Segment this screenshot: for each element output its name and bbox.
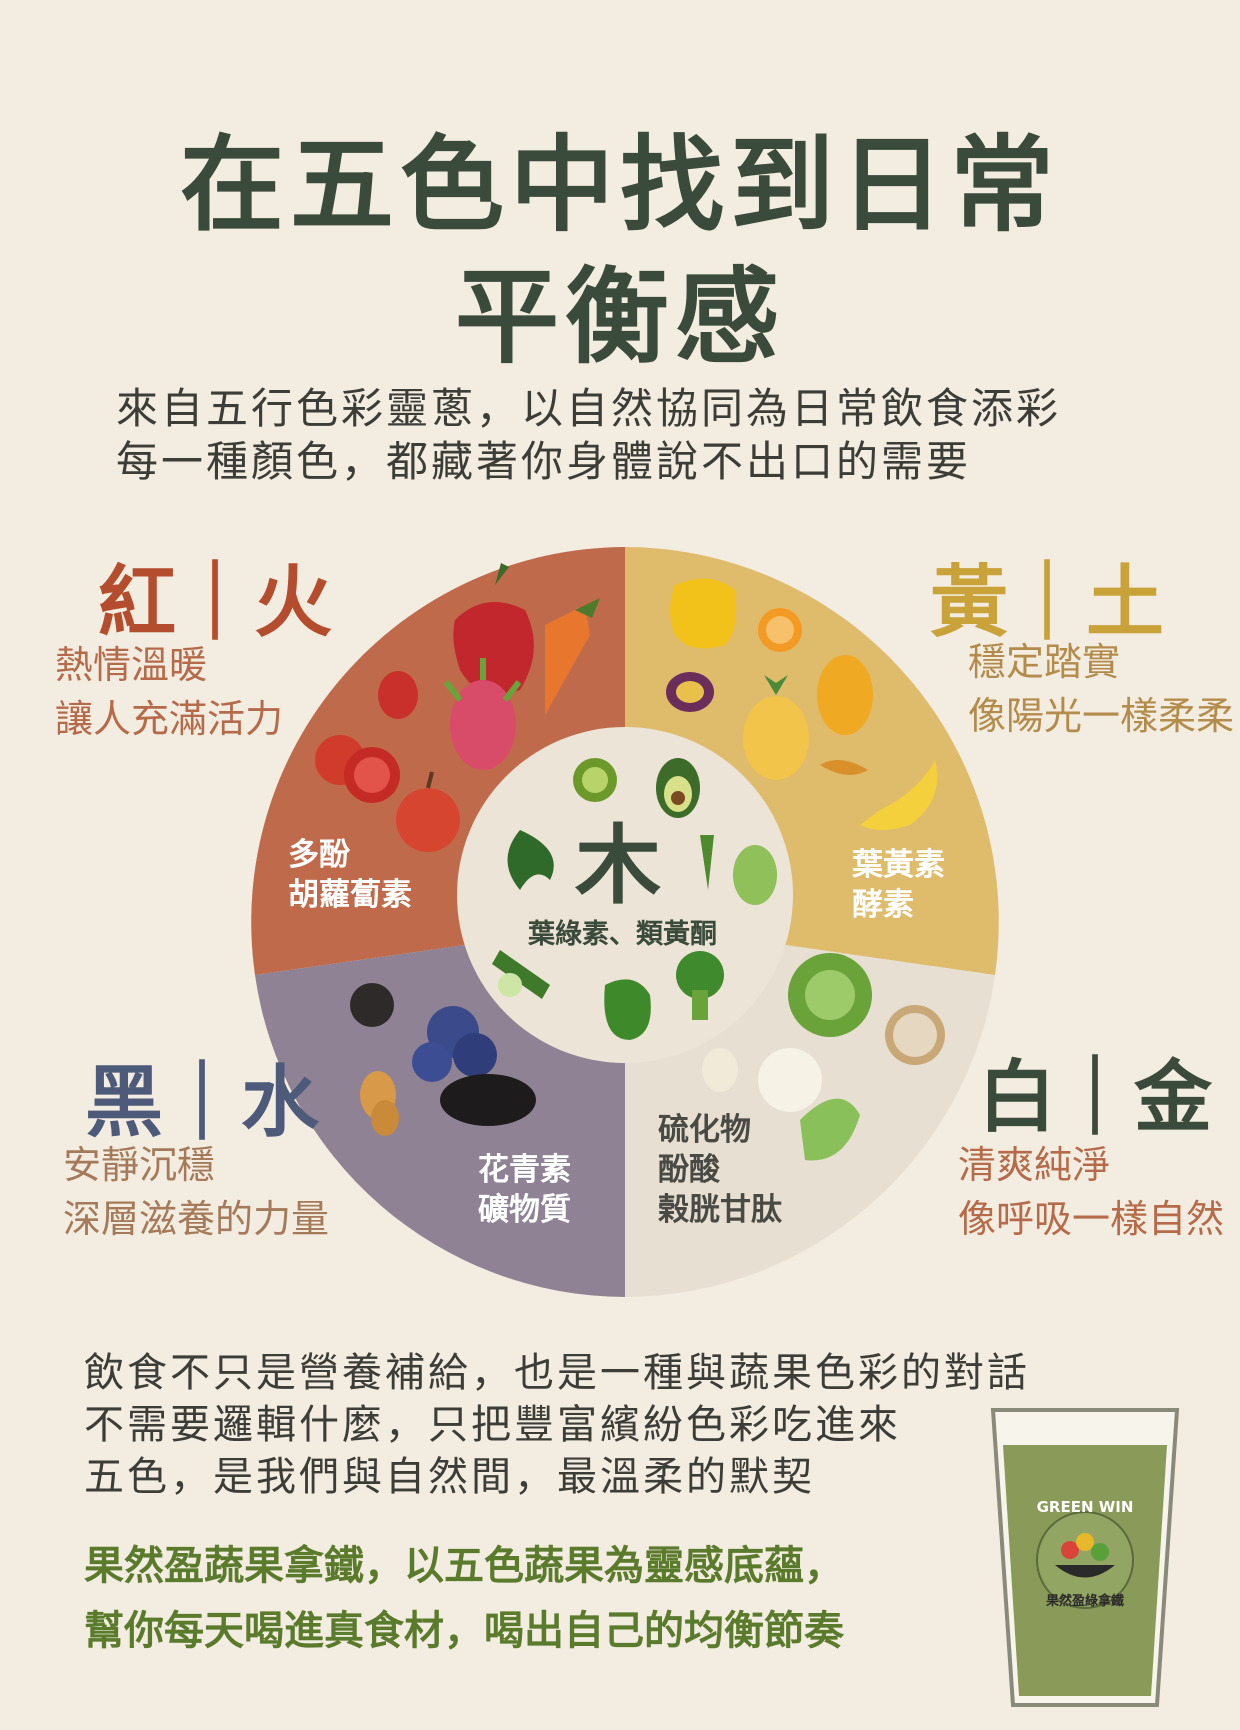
green-nutrients-label: 葉綠素、類黃酮: [528, 919, 717, 950]
promo-line2: 幫你每天喝進真食材，喝出自己的均衡節奏: [84, 1608, 844, 1654]
yellow-earth-description: 穩定踏實 像陽光一樣柔柔: [968, 640, 1235, 738]
intro-line1: 來自五行色彩靈蔥，以自然協同為日常飲食添彩: [116, 384, 1062, 433]
intro-line2: 每一種顏色，都藏著你身體說不出口的需要: [116, 437, 972, 486]
closing-line3: 五色，是我們與自然間，最溫柔的默契: [84, 1454, 815, 1500]
green-latte-cup-illustration: GREEN WIN 果然盈綠拿鐵: [990, 1408, 1180, 1707]
page-title-line1: 在五色中找到日常: [179, 123, 1060, 246]
red-nutrients-label: 多酚 胡蘿蔔素: [288, 837, 412, 913]
yellow-earth-title: 黃｜土: [930, 557, 1165, 648]
white-metal-title: 白｜金: [978, 1052, 1213, 1143]
green-vegetables-illustration: [492, 758, 777, 1040]
red-fire-title: 紅｜火: [98, 557, 333, 648]
cup-product-name: 果然盈綠拿鐵: [1045, 1593, 1124, 1609]
five-color-wheel: [251, 547, 999, 1297]
yellow-fruits-illustration: [666, 578, 938, 830]
white-nutrients-label: 硫化物 酚酸 榖胱甘肽: [658, 1112, 782, 1228]
green-win-logo: GREEN WIN 果然盈綠拿鐵: [1036, 1498, 1134, 1609]
black-water-description: 安靜沉穩 深層滋養的力量: [63, 1143, 330, 1241]
closing-line2: 不需要邏輯什麼，只把豐富繽紛色彩吃進來: [84, 1402, 901, 1448]
black-water-title: 黑｜水: [85, 1057, 320, 1148]
yellow-nutrients-label: 葉黃素 酵素: [852, 847, 945, 923]
closing-line1: 飲食不只是營養補給，也是一種與蔬果色彩的對話: [84, 1350, 1030, 1396]
red-fire-description: 熱情溫暖 讓人充滿活力: [55, 643, 284, 741]
black-foods-illustration: [350, 983, 536, 1136]
white-metal-description: 清爽純淨 像呼吸一樣自然: [958, 1143, 1225, 1241]
red-fruits-illustration: [315, 563, 600, 852]
cup-brand-text: GREEN WIN: [1037, 1498, 1134, 1516]
promo-line1: 果然盈蔬果拿鐵，以五色蔬果為靈感底蘊，: [84, 1543, 844, 1589]
white-foods-illustration: [702, 953, 945, 1161]
page-title-line2: 平衡感: [454, 255, 785, 378]
green-wood-title: 木: [575, 815, 661, 916]
black-nutrients-label: 花青素 礦物質: [478, 1152, 571, 1228]
